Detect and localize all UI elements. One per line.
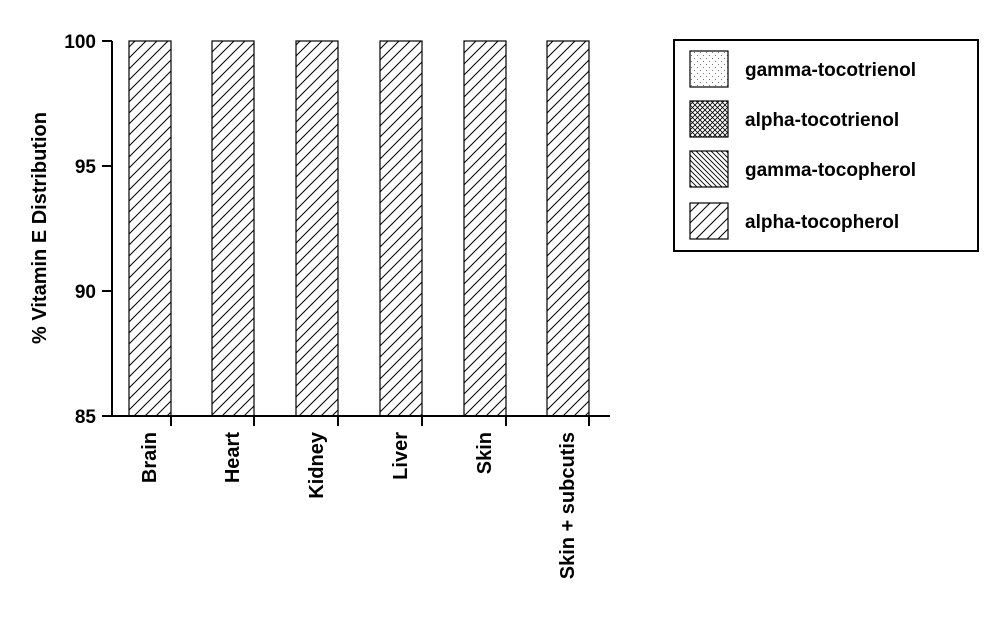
- x-category-label: Skin + subcutis: [557, 432, 579, 579]
- bar-segment-alpha-tocopherol: [211, 40, 255, 417]
- legend-swatch-gamma-tocopherol: [689, 150, 729, 188]
- bar-segment-alpha-tocopherol: [295, 40, 339, 417]
- x-axis-categories: Brain Heart Kidney Liver Skin Skin + subcutis: [139, 416, 590, 579]
- legend: gamma-tocotrienol alpha-tocotrienol gamma-…: [673, 39, 979, 252]
- bar-segment-alpha-tocopherol: [128, 40, 172, 417]
- x-category-label: Heart: [222, 432, 244, 483]
- x-category-label: Kidney: [306, 431, 328, 499]
- x-category-label: Brain: [139, 432, 161, 483]
- legend-swatch-alpha-tocotrienol: [689, 100, 729, 138]
- bars: [128, 40, 590, 417]
- y-tick-label: 90: [75, 282, 96, 303]
- x-category-label: Liver: [390, 432, 412, 480]
- y-axis-label: % Vitamin E Distribution: [29, 112, 51, 344]
- legend-swatch-alpha-tocopherol: [689, 202, 729, 240]
- legend-label: alpha-tocotrienol: [745, 110, 899, 131]
- bar-segment-alpha-tocopherol: [546, 40, 590, 417]
- legend-label: alpha-tocopherol: [745, 212, 899, 233]
- y-tick-label: 95: [75, 157, 97, 178]
- legend-label: gamma-tocopherol: [745, 160, 916, 181]
- legend-label: gamma-tocotrienol: [745, 60, 916, 81]
- y-tick-label: 100: [64, 32, 96, 53]
- x-category-label: Skin: [474, 432, 496, 474]
- bar-segment-alpha-tocopherol: [463, 40, 507, 417]
- y-axis-ticks: 85 90 95 100: [64, 32, 112, 428]
- bar-segment-alpha-tocopherol: [379, 40, 423, 417]
- y-tick-label: 85: [75, 407, 97, 428]
- legend-swatch-gamma-tocotrienol: [689, 50, 729, 88]
